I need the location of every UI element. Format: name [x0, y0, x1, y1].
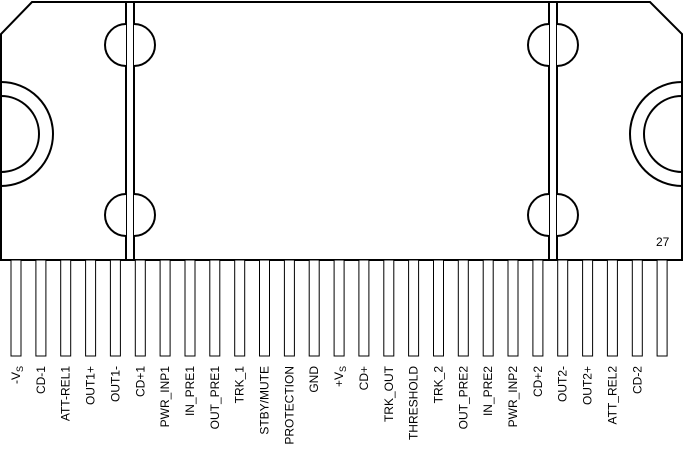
- pin-15: [358, 259, 370, 357]
- pin-4: [85, 259, 97, 357]
- pin-label-7: PWR_INP1: [158, 366, 172, 428]
- pin-13: [308, 259, 320, 357]
- pin-label-18: TRK_2: [432, 366, 446, 404]
- pin-16: [383, 259, 395, 357]
- pin-label-5: OUT1-: [108, 366, 122, 402]
- pin-23: [557, 259, 569, 357]
- pin-25: [606, 259, 618, 357]
- left-mounting-tab-inner: [0, 95, 40, 173]
- pin-label-10: TRK_1: [233, 366, 247, 404]
- pin-19: [457, 259, 469, 357]
- pin-3: [60, 259, 72, 357]
- pin-number-label: 27: [656, 235, 670, 249]
- pin-1: [10, 259, 22, 357]
- pin-label-12: PROTECTION: [282, 366, 296, 445]
- pin-label-3: ATT-REL1: [59, 366, 73, 421]
- pin-label-25: ATT_REL2: [605, 366, 619, 425]
- pin-label-21: PWR_INP2: [506, 366, 520, 428]
- pin-6: [134, 259, 146, 357]
- pin-label-13: GND: [307, 366, 321, 393]
- pin-26: [631, 259, 643, 357]
- pin-12: [283, 259, 295, 357]
- pin-22: [532, 259, 544, 357]
- pin-label-8: IN_PRE1: [183, 366, 197, 416]
- pin-label-20: IN_PRE2: [481, 366, 495, 416]
- pin-labels: -VS CD-1 ATT-REL1 OUT1+ OUT1- CD+1 PWR_INP1 IN_…: [9, 365, 644, 444]
- pin-7: [159, 259, 171, 357]
- right-mounting-tab-inner: [643, 95, 683, 173]
- pin-5: [109, 259, 121, 357]
- pin-24: [582, 259, 594, 357]
- pin-11: [259, 259, 270, 357]
- pin-20: [482, 259, 494, 357]
- pin-label-26: CD-2: [630, 366, 644, 394]
- pin-label-24: OUT2+: [581, 366, 595, 405]
- pin-label-19: OUT_PRE2: [456, 366, 470, 430]
- pin-label-1: -VS: [9, 366, 25, 384]
- pin-2: [35, 259, 47, 357]
- left-mounting-tab: [0, 81, 54, 187]
- pin-27: [656, 259, 668, 357]
- pin-label-22: CD+2: [531, 366, 545, 397]
- pin-10: [234, 259, 246, 357]
- right-heatsink-rail: [527, 2, 579, 260]
- pin-label-16: TRK_OUT: [382, 365, 396, 422]
- pins: [10, 259, 668, 357]
- pin-label-11: STBY/MUTE: [258, 366, 272, 435]
- pin-label-6: CD+1: [133, 366, 147, 397]
- package-body: [0, 1, 683, 261]
- pin-14: [333, 259, 345, 357]
- left-heatsink-rail: [104, 2, 156, 260]
- pin-9: [209, 259, 221, 357]
- pin-8: [184, 259, 196, 357]
- pin-18: [433, 259, 444, 357]
- pin-21: [507, 259, 519, 357]
- pin-label-9: OUT_PRE1: [208, 366, 222, 430]
- pin-label-4: OUT1+: [84, 366, 98, 405]
- pin-label-23: OUT2-: [556, 366, 570, 402]
- pin-label-17: THRESHOLD: [407, 366, 421, 440]
- pin-label-2: CD-1: [34, 366, 48, 394]
- pin-label-14: +VS: [332, 366, 348, 387]
- right-mounting-tab: [629, 81, 683, 187]
- pin-label-15: CD+: [357, 366, 371, 390]
- pin-17: [408, 259, 420, 357]
